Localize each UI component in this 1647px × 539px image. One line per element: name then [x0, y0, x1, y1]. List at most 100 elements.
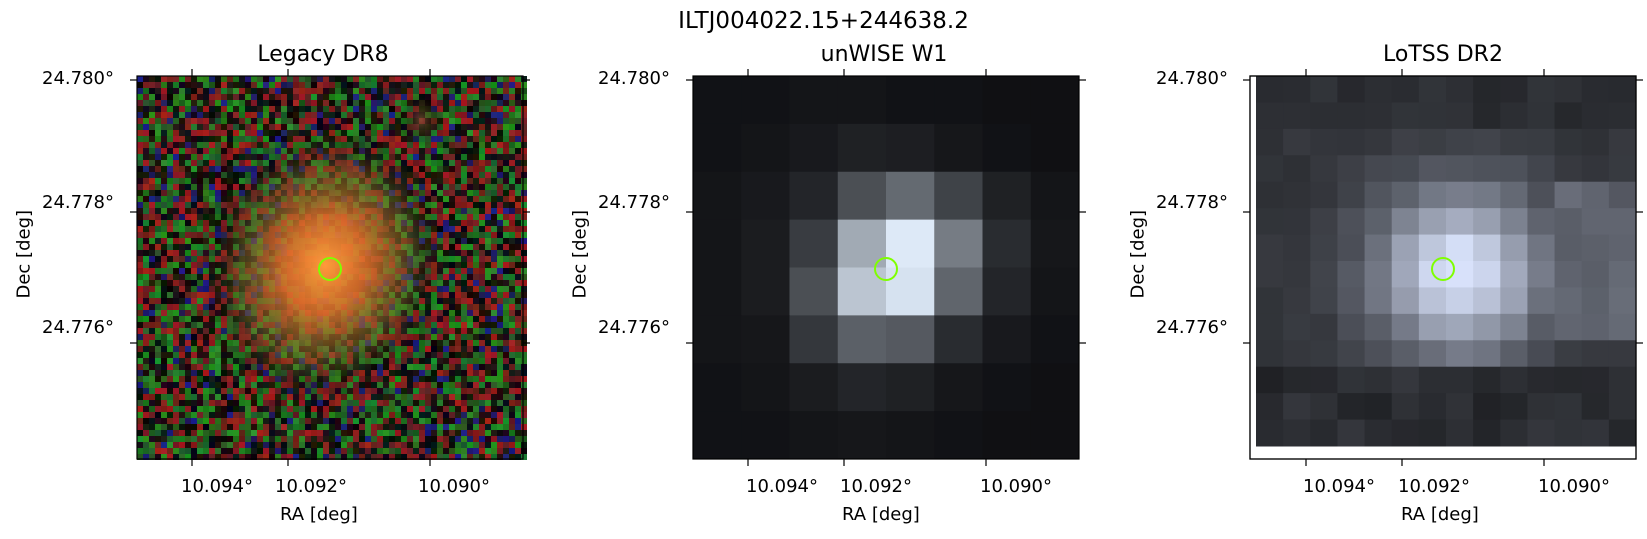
- pixel: [467, 202, 473, 208]
- pixel: [479, 418, 485, 424]
- pixel: [329, 88, 335, 94]
- pixel: [347, 418, 353, 424]
- pixel: [479, 352, 485, 358]
- pixel: [275, 76, 281, 82]
- pixel: [143, 256, 149, 262]
- pixel: [437, 142, 443, 148]
- pixel: [161, 316, 167, 322]
- pixel: [377, 400, 383, 406]
- pixel: [497, 232, 503, 238]
- pixel: [365, 106, 371, 112]
- pixel: [155, 436, 161, 442]
- pixel: [377, 436, 383, 442]
- pixel: [395, 376, 401, 382]
- pixel: [371, 118, 377, 124]
- pixel: [1608, 128, 1637, 156]
- ytick-label: 24.780°: [598, 68, 670, 89]
- pixel: [449, 436, 455, 442]
- pixel: [425, 400, 431, 406]
- pixel: [245, 154, 251, 160]
- pixel: [155, 214, 161, 220]
- pixel: [167, 268, 173, 274]
- pixel: [1554, 287, 1583, 315]
- pixel: [503, 130, 509, 136]
- pixel: [353, 436, 359, 442]
- pixel: [269, 394, 275, 400]
- pixel: [467, 232, 473, 238]
- pixel: [521, 214, 527, 220]
- pixel: [137, 430, 143, 436]
- pixel: [509, 412, 515, 418]
- pixel: [1418, 313, 1447, 341]
- pixel: [275, 454, 281, 460]
- pixel: [287, 118, 293, 124]
- pixel: [257, 148, 263, 154]
- pixel: [467, 268, 473, 274]
- pixel: [1391, 128, 1420, 156]
- pixel: [425, 334, 431, 340]
- pixel: [209, 154, 215, 160]
- pixel: [203, 172, 209, 178]
- pixel: [179, 364, 185, 370]
- pixel: [209, 442, 215, 448]
- pixel: [161, 382, 167, 388]
- pixel: [413, 454, 419, 460]
- pixel: [401, 454, 407, 460]
- pixel: [485, 364, 491, 370]
- pixel: [161, 424, 167, 430]
- pixel: [317, 400, 323, 406]
- pixel: [389, 388, 395, 394]
- pixel: [497, 370, 503, 376]
- pixel: [443, 394, 449, 400]
- pixel: [485, 334, 491, 340]
- pixel: [149, 82, 155, 88]
- pixel: [179, 334, 185, 340]
- pixel: [257, 412, 263, 418]
- pixel: [425, 358, 431, 364]
- pixel: [179, 160, 185, 166]
- pixel: [173, 100, 179, 106]
- pixel: [443, 388, 449, 394]
- pixel: [227, 412, 233, 418]
- pixel: [137, 346, 143, 352]
- pixel: [227, 442, 233, 448]
- pixel: [467, 388, 473, 394]
- pixel: [401, 430, 407, 436]
- pixel: [467, 436, 473, 442]
- pixel: [143, 394, 149, 400]
- pixel: [503, 388, 509, 394]
- pixel: [143, 418, 149, 424]
- pixel: [197, 76, 203, 82]
- pixel: [503, 232, 509, 238]
- pixel: [1256, 340, 1284, 368]
- pixel: [239, 142, 245, 148]
- pixel: [407, 388, 413, 394]
- pixel: [209, 424, 215, 430]
- pixel: [407, 394, 413, 400]
- pixel: [191, 394, 197, 400]
- pixel: [197, 376, 203, 382]
- pixel: [509, 76, 515, 82]
- pixel: [257, 436, 263, 442]
- pixel: [455, 310, 461, 316]
- pixel: [455, 316, 461, 322]
- pixel: [515, 400, 521, 406]
- pixel: [209, 202, 215, 208]
- pixel: [395, 400, 401, 406]
- pixel: [191, 424, 197, 430]
- pixel: [437, 442, 443, 448]
- pixel: [233, 418, 239, 424]
- pixel: [1364, 102, 1393, 130]
- pixel: [467, 124, 473, 130]
- pixel: [425, 436, 431, 442]
- pixel: [173, 124, 179, 130]
- pixel: [473, 130, 479, 136]
- pixel: [299, 406, 305, 412]
- pixel: [347, 424, 353, 430]
- pixel: [215, 454, 221, 460]
- pixel: [155, 250, 161, 256]
- pixel: [161, 418, 167, 424]
- pixel: [179, 454, 185, 460]
- pixel: [413, 76, 419, 82]
- pixel: [509, 400, 515, 406]
